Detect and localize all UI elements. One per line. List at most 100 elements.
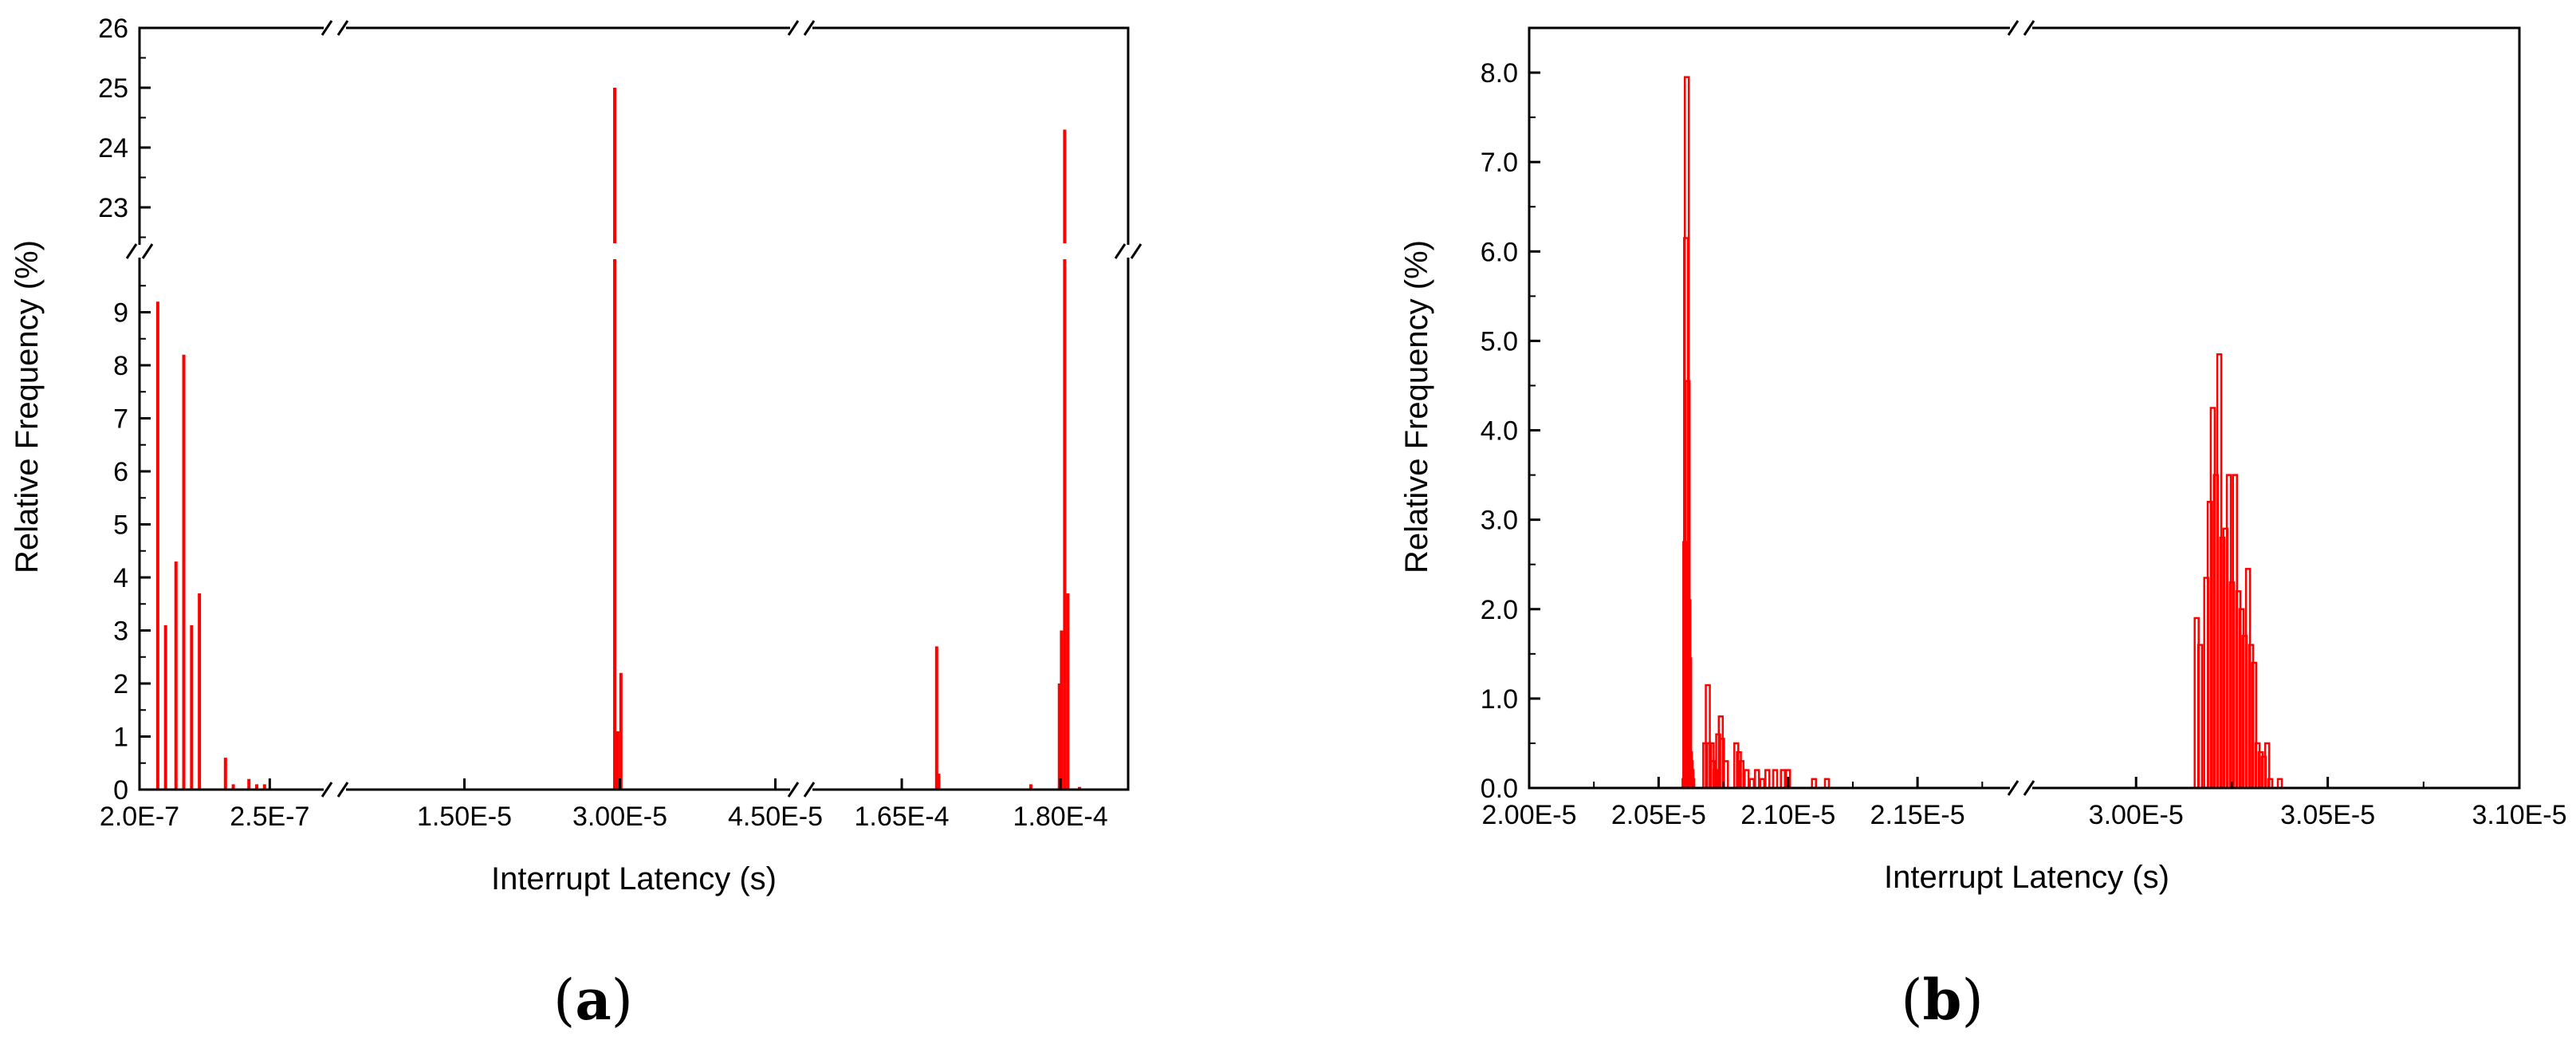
x-tick-label: 3.00E-5	[572, 802, 667, 832]
panel-a-bars	[155, 88, 1081, 790]
y-tick-label: 8.0	[1481, 58, 1518, 89]
x-axis-break-top-stroke	[803, 20, 816, 36]
y-tick-label: 7	[113, 404, 128, 435]
bar	[1748, 778, 1756, 790]
bar	[1744, 769, 1750, 790]
x-axis-break-top-stroke	[787, 20, 800, 36]
panel-b-y-ticks: 0.0 1.0 2.0 3.0 4.0 5.0 6.0 7.0 8.0	[1481, 58, 1540, 804]
panel-a-y-axis-title: Relative Frequency (%)	[10, 240, 45, 573]
panel-a-frame	[125, 20, 1142, 798]
y-tick-label: 2.0	[1481, 595, 1518, 625]
x-tick-label: 1.50E-5	[417, 802, 512, 832]
bar	[174, 561, 178, 790]
x-tick-label: 2.10E-5	[1740, 800, 1835, 830]
x-axis-break-bottom-stroke	[787, 782, 800, 798]
x-tick-label: 2.0E-7	[100, 802, 179, 832]
panel-b-bars	[1681, 76, 2283, 790]
bar	[619, 672, 623, 790]
bar	[1077, 786, 1081, 790]
y-axis-break-left-stroke	[125, 243, 138, 259]
x-tick-label: 3.10E-5	[2472, 800, 2566, 830]
panel-b-frame	[1528, 20, 2521, 796]
x-axis-break-bottom-stroke	[336, 782, 349, 798]
plot-frame	[138, 26, 1130, 791]
y-tick-label: 5.0	[1481, 326, 1518, 357]
bar	[934, 646, 938, 790]
y-tick-label: 2	[113, 669, 128, 699]
bar	[223, 758, 227, 790]
bar	[190, 624, 194, 790]
x-tick-label: 3.05E-5	[2280, 800, 2375, 830]
x-axis-break-top-stroke	[321, 20, 333, 36]
bar	[1063, 129, 1067, 243]
bar	[1723, 760, 1729, 790]
bar	[255, 784, 258, 790]
y-tick-label: 4.0	[1481, 416, 1518, 447]
y-tick-label: 9	[113, 298, 128, 329]
y-tick-label: 26	[98, 14, 128, 44]
bar	[2276, 778, 2283, 790]
x-axis-break-bottom-stroke	[803, 782, 816, 798]
panel-b-x-axis-title: Interrupt Latency (s)	[1884, 860, 2169, 895]
x-tick-label: 1.65E-4	[855, 802, 950, 832]
x-tick-label: 2.5E-7	[230, 802, 309, 832]
bar	[198, 593, 202, 790]
bar	[262, 784, 266, 790]
bar	[1811, 778, 1817, 790]
y-tick-label: 6.0	[1481, 237, 1518, 267]
panel-b-y-axis-title: Relative Frequency (%)	[1399, 240, 1434, 573]
y-tick-label: 24	[98, 133, 128, 163]
plot-frame	[1528, 26, 2521, 790]
bar	[615, 731, 619, 790]
x-axis-break-bottom-stroke	[321, 782, 333, 798]
y-tick-label: 23	[98, 193, 128, 223]
y-axis-break-left-stroke	[141, 243, 154, 259]
bar	[1063, 259, 1067, 790]
x-tick-label: 2.05E-5	[1611, 800, 1706, 830]
y-tick-label: 8	[113, 351, 128, 381]
y-tick-label: 7.0	[1481, 148, 1518, 178]
x-tick-label: 2.15E-5	[1870, 800, 1965, 830]
bar	[1764, 769, 1771, 790]
bar	[1066, 593, 1070, 790]
bar	[182, 354, 186, 790]
bar	[1028, 784, 1032, 790]
bar	[163, 624, 167, 790]
x-tick-label: 3.00E-5	[2089, 800, 2184, 830]
bar	[1754, 769, 1760, 790]
x-axis-break-top-stroke	[2007, 20, 2020, 36]
bar	[1780, 769, 1786, 790]
y-axis-break-right-stroke	[1130, 243, 1142, 259]
bar	[1772, 769, 1779, 790]
x-tick-label: 2.00E-5	[1481, 800, 1576, 830]
y-tick-label: 25	[98, 73, 128, 104]
bar	[613, 88, 616, 243]
x-axis-break-bottom-stroke	[2023, 780, 2035, 796]
y-tick-label: 3.0	[1481, 506, 1518, 536]
bar	[1759, 778, 1766, 790]
panel-b-x-ticks: 2.00E-5 2.05E-5 2.10E-5 2.15E-5 3.00E-5 3.05E…	[1481, 777, 2567, 830]
bar	[1060, 630, 1064, 790]
panel-b-caption: (b)	[1901, 967, 1984, 1033]
bar	[247, 778, 251, 790]
bar	[1057, 684, 1061, 790]
panel-a-x-axis-title: Interrupt Latency (s)	[491, 861, 777, 896]
y-tick-label: 0	[113, 775, 128, 806]
y-tick-label: 4	[113, 563, 128, 593]
x-axis-break-top-stroke	[2023, 20, 2035, 36]
bar	[613, 259, 616, 790]
bar	[937, 774, 941, 790]
y-axis-break-right-stroke	[1114, 243, 1127, 259]
panel-a-caption: (a)	[553, 967, 633, 1033]
bar	[2196, 644, 2204, 790]
y-tick-label: 6	[113, 457, 128, 487]
bar	[231, 784, 235, 790]
x-axis-break-bottom-stroke	[2007, 780, 2020, 796]
y-tick-label: 0.0	[1481, 774, 1518, 804]
bar	[2267, 778, 2274, 790]
bar	[1823, 778, 1831, 790]
x-axis-break-top-stroke	[336, 20, 349, 36]
